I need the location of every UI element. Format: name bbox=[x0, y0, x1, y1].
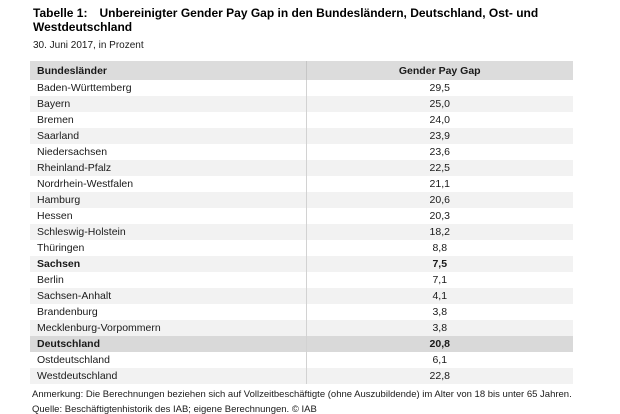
table-row: Schleswig-Holstein 18,2 bbox=[30, 224, 573, 240]
table-source: Quelle: Beschäftigtenhistorik des IAB; e… bbox=[32, 404, 317, 414]
table-row: Thüringen 8,8 bbox=[30, 240, 573, 256]
table-row: Nordrhein-Westfalen 21,1 bbox=[30, 176, 573, 192]
table-title-text: Unbereinigter Gender Pay Gap in den Bund… bbox=[33, 6, 539, 34]
table-header-row: Bundesländer Gender Pay Gap bbox=[30, 61, 573, 80]
gender-pay-gap-table: Bundesländer Gender Pay Gap Baden-Württe… bbox=[30, 61, 573, 384]
table-number-label: Tabelle 1: bbox=[33, 6, 88, 20]
value-cell: 3,8 bbox=[306, 320, 573, 336]
table-subtitle: 30. Juni 2017, in Prozent bbox=[33, 40, 144, 51]
value-cell: 3,8 bbox=[432, 306, 448, 318]
region-cell: Deutschland bbox=[30, 336, 307, 352]
region-cell: Berlin bbox=[30, 272, 307, 288]
value-cell: 25,0 bbox=[306, 96, 573, 112]
value-cell: 20,3 bbox=[429, 210, 450, 222]
value-cell: 6,1 bbox=[432, 354, 448, 366]
table-row: Bremen 24,0 bbox=[30, 112, 573, 128]
value-cell: 7,1 bbox=[432, 274, 448, 286]
region-cell: Ostdeutschland bbox=[30, 352, 307, 368]
region-cell: Hessen bbox=[30, 208, 307, 224]
table-row: Westdeutschland 22,8 bbox=[30, 368, 573, 384]
value-cell: 24,0 bbox=[429, 114, 450, 126]
table-row: Rheinland-Pfalz 22,5 bbox=[30, 160, 573, 176]
value-cell: 21,1 bbox=[429, 178, 450, 190]
table-row-sachsen-emphasized: Sachsen 7,5 bbox=[30, 256, 573, 272]
region-cell: Saarland bbox=[30, 128, 307, 144]
table-row: Baden-Württemberg 29,5 bbox=[30, 80, 573, 96]
value-cell: 4,1 bbox=[306, 288, 573, 304]
table-row: Mecklenburg-Vorpommern 3,8 bbox=[30, 320, 573, 336]
value-cell: 23,6 bbox=[429, 146, 450, 158]
region-cell: Hamburg bbox=[30, 192, 307, 208]
region-cell: Rheinland-Pfalz bbox=[30, 160, 307, 176]
value-cell: 20,8 bbox=[306, 336, 573, 352]
document-page: Tabelle 1: Unbereinigter Gender Pay Gap i… bbox=[0, 6, 620, 414]
value-cell: 23,9 bbox=[306, 128, 573, 144]
region-cell: Niedersachsen bbox=[30, 144, 307, 160]
value-cell: 29,5 bbox=[429, 82, 450, 94]
region-cell: Schleswig-Holstein bbox=[30, 224, 307, 240]
region-cell: Mecklenburg-Vorpommern bbox=[30, 320, 307, 336]
table-note: Anmerkung: Die Berechnungen beziehen sic… bbox=[32, 389, 572, 400]
region-cell: Bayern bbox=[30, 96, 307, 112]
region-cell: Nordrhein-Westfalen bbox=[30, 176, 307, 192]
value-cell: 8,8 bbox=[432, 242, 448, 254]
value-cell: 18,2 bbox=[306, 224, 573, 240]
table-row: Bayern 25,0 bbox=[30, 96, 573, 112]
region-cell: Bremen bbox=[30, 112, 307, 128]
table-row: Niedersachsen 23,6 bbox=[30, 144, 573, 160]
region-cell: Baden-Württemberg bbox=[30, 80, 307, 96]
column-header-gender-pay-gap: Gender Pay Gap bbox=[306, 61, 573, 80]
table-title: Tabelle 1: Unbereinigter Gender Pay Gap i… bbox=[33, 6, 585, 34]
table-row: Hessen 20,3 bbox=[30, 208, 573, 224]
table-row: Brandenburg 3,8 bbox=[30, 304, 573, 320]
value-cell: 22,8 bbox=[306, 368, 573, 384]
region-cell: Brandenburg bbox=[30, 304, 307, 320]
value-cell: 22,5 bbox=[306, 160, 573, 176]
table-row: Hamburg 20,6 bbox=[30, 192, 573, 208]
table-row: Ostdeutschland 6,1 bbox=[30, 352, 573, 368]
region-cell: Westdeutschland bbox=[30, 368, 307, 384]
table-row: Sachsen-Anhalt 4,1 bbox=[30, 288, 573, 304]
table-row-deutschland-total: Deutschland 20,8 bbox=[30, 336, 573, 352]
column-header-bundeslaender: Bundesländer bbox=[30, 61, 307, 80]
table-row: Saarland 23,9 bbox=[30, 128, 573, 144]
value-cell: 20,6 bbox=[306, 192, 573, 208]
region-cell: Sachsen-Anhalt bbox=[30, 288, 307, 304]
region-cell: Sachsen bbox=[30, 256, 307, 272]
value-cell: 7,5 bbox=[306, 256, 573, 272]
region-cell: Thüringen bbox=[30, 240, 307, 256]
table-row: Berlin 7,1 bbox=[30, 272, 573, 288]
